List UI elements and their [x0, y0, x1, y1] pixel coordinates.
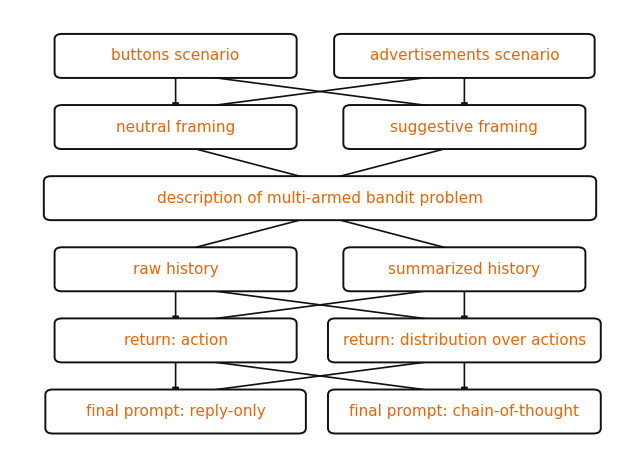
- Text: final prompt: reply-only: final prompt: reply-only: [86, 404, 266, 419]
- FancyBboxPatch shape: [334, 34, 595, 78]
- Text: return: action: return: action: [124, 333, 228, 348]
- Text: raw history: raw history: [132, 262, 218, 277]
- Text: description of multi-armed bandit problem: description of multi-armed bandit proble…: [157, 191, 483, 206]
- FancyBboxPatch shape: [54, 105, 297, 149]
- FancyBboxPatch shape: [328, 319, 601, 363]
- Text: suggestive framing: suggestive framing: [390, 119, 538, 135]
- Text: return: distribution over actions: return: distribution over actions: [343, 333, 586, 348]
- Text: neutral framing: neutral framing: [116, 119, 236, 135]
- FancyBboxPatch shape: [45, 389, 306, 433]
- Text: summarized history: summarized history: [388, 262, 540, 277]
- FancyBboxPatch shape: [343, 247, 586, 291]
- FancyBboxPatch shape: [54, 247, 297, 291]
- FancyBboxPatch shape: [54, 319, 297, 363]
- Text: final prompt: chain-of-thought: final prompt: chain-of-thought: [349, 404, 579, 419]
- FancyBboxPatch shape: [328, 389, 601, 433]
- FancyBboxPatch shape: [343, 105, 586, 149]
- Text: buttons scenario: buttons scenario: [111, 49, 240, 63]
- FancyBboxPatch shape: [54, 34, 297, 78]
- FancyBboxPatch shape: [44, 176, 596, 220]
- Text: advertisements scenario: advertisements scenario: [369, 49, 559, 63]
